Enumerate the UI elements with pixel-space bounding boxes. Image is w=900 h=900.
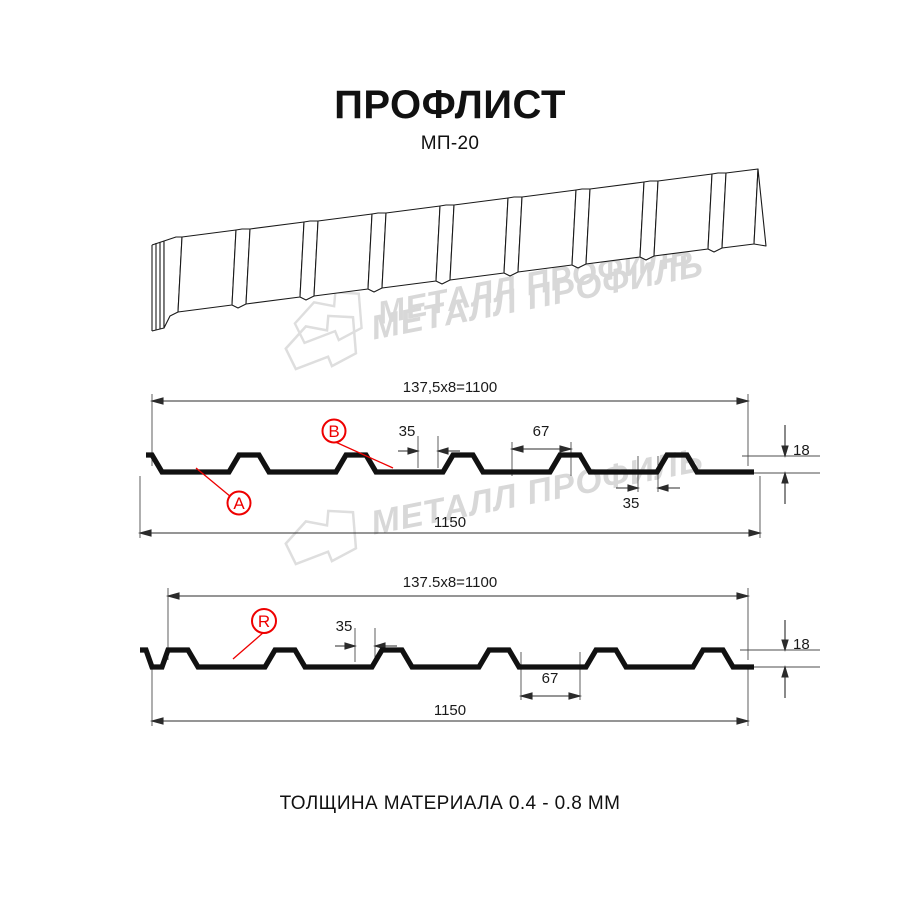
page-title: ПРОФЛИСТ — [334, 83, 566, 127]
arrow-head — [149, 397, 164, 405]
arrow-head — [656, 484, 669, 492]
marker-circle — [251, 608, 277, 634]
profile-outline-lower — [140, 647, 754, 670]
arrow-head — [748, 529, 763, 537]
arrow-head — [509, 445, 524, 453]
dim-text-pitch: 137.5x8=1100 — [403, 574, 497, 591]
dim-text-height: 18 — [793, 636, 810, 653]
marker-circle — [226, 490, 252, 516]
iso-rib — [503, 189, 577, 277]
arrow-head — [781, 639, 789, 652]
metal-profil-logo — [284, 509, 358, 566]
iso-rib — [367, 205, 441, 293]
dim-text-rib-width: 35 — [336, 618, 353, 635]
dim-text-height: 18 — [793, 442, 810, 459]
dim-text-full-width: 1150 — [434, 514, 466, 531]
model-subtitle: МП-20 — [420, 133, 480, 154]
dim-text-rib-width: 35 — [399, 423, 416, 440]
arrow-head — [781, 445, 789, 458]
dim-text-valley-width: 67 — [542, 670, 559, 687]
iso-rib — [639, 173, 713, 261]
dim-text-rib-width-lower: 35 — [623, 495, 640, 512]
marker-label: B — [328, 422, 339, 441]
metal-profil-logo — [293, 291, 363, 345]
arrow-head — [627, 484, 640, 492]
profile-outline-upper — [146, 452, 754, 475]
iso-rib — [231, 221, 305, 309]
dim-text-full-width: 1150 — [434, 702, 466, 719]
arrow-head — [736, 397, 751, 405]
arrow-head — [559, 445, 574, 453]
arrow-head — [344, 642, 357, 650]
metal-profil-logo — [284, 314, 358, 371]
iso-rib — [571, 181, 645, 269]
marker-r: R — [232, 608, 277, 660]
iso-rib — [299, 213, 373, 301]
leader-line — [195, 467, 232, 498]
leader-line — [330, 439, 394, 469]
arrow-head — [518, 692, 533, 700]
marker-b: B — [321, 418, 394, 469]
arrow-head — [736, 717, 751, 725]
arrow-head — [736, 592, 751, 600]
arrow-head — [568, 692, 583, 700]
arrow-head — [149, 717, 164, 725]
marker-label: R — [258, 612, 270, 631]
arrow-head — [781, 471, 789, 484]
arrow-head — [436, 447, 449, 455]
marker-a: A — [195, 467, 252, 516]
marker-circle — [321, 418, 347, 444]
iso-rib — [163, 229, 237, 329]
dim-text-valley-width: 67 — [533, 423, 550, 440]
arrow-head — [137, 529, 152, 537]
arrow-head — [781, 665, 789, 678]
arrow-head — [165, 592, 180, 600]
arrow-head — [407, 447, 420, 455]
dim-text-pitch: 137,5x8=1100 — [403, 379, 497, 396]
marker-label: A — [233, 494, 245, 513]
leader-line — [232, 631, 265, 660]
material-thickness-note: ТОЛЩИНА МАТЕРИАЛА 0.4 - 0.8 ММ — [279, 793, 621, 814]
iso-rib — [707, 168, 767, 253]
